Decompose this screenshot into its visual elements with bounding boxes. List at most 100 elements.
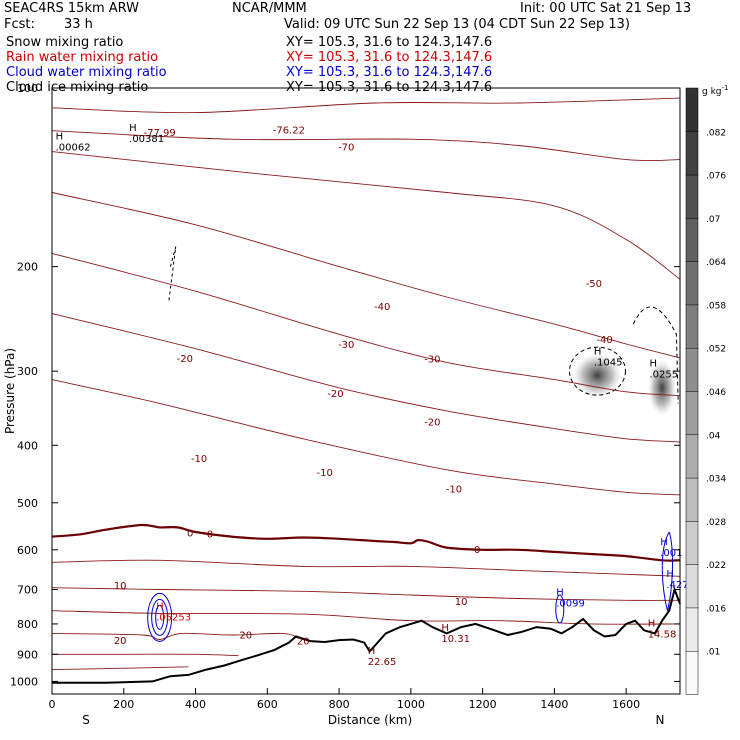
isotherm-line [51,666,189,671]
colorbar-tick-label: .04 [706,431,721,441]
contour-label: 20 [297,636,310,647]
x-tick-label: 400 [185,698,206,711]
isotherm-line [51,192,681,359]
colorbar-segment [685,390,699,436]
colorbar-tick-label: .01 [706,648,720,658]
cloud-water-contour [661,531,673,611]
isotherm-line [51,130,681,162]
contour-label: 20 [114,636,127,647]
contour-label: 10 [114,581,127,592]
isotherm-line [51,610,681,625]
maximum-value: .05253 [156,613,191,624]
colorbar-segment [685,304,699,349]
colorbar-tick-label: .07 [706,215,720,225]
isotherm-line [51,313,681,443]
x-tick-label: 1400 [540,698,568,711]
plot-frame [51,87,681,695]
contour-label: 0 [474,545,480,556]
organization-label: NCAR/MMM [232,1,307,16]
contour-label: -20 [424,417,440,428]
colorbar-segment [685,87,699,133]
y-tick-label: 800 [17,618,38,631]
colorbar-tick-label: .082 [706,128,726,138]
north-end-label: N [656,713,665,727]
isotherm-line [52,653,239,657]
legend-cloud-water-xy: XY= 105.3, 31.6 to 124.3,147.6 [286,65,493,80]
ice-contour-dashed-1 [568,346,626,396]
x-tick-label: 1200 [469,698,497,711]
x-tick-label: 200 [113,698,134,711]
contour-label: -10 [446,485,462,496]
colorbar-segment [685,650,699,695]
isotherm-line [51,97,681,114]
contour-label: -50 [586,279,602,290]
y-tick-label: 700 [17,584,38,597]
y-tick-label: 1000 [10,675,38,688]
init-time: Init: 00 UTC Sat 21 Sep 13 [520,1,692,16]
contour-label: -20 [177,354,193,365]
forecast-hour: 33 h [64,17,93,32]
contour-label: -77.99 [144,128,176,139]
cloud-water-contour [155,604,165,630]
y-tick-label: 400 [17,439,38,452]
colorbar-segment [685,347,699,392]
terrain-surface-line [52,586,681,684]
y-tick-label: 500 [17,497,38,510]
maximum-value: .00381 [129,134,164,145]
colorbar-tick-label: .076 [706,172,726,182]
freezing-level-isotherm [51,523,681,562]
cloud-water-contour [147,592,173,642]
maximum-marker: H [129,123,137,134]
y-tick-label: 200 [17,261,38,274]
ice-contour-dashed-2 [632,306,679,404]
isotherm-line [51,632,297,640]
contour-label: -30 [338,340,354,351]
x-tick-label: 800 [329,698,350,711]
colorbar-segment [685,607,699,652]
legend-rain-xy: XY= 105.3, 31.6 to 124.3,147.6 [286,50,493,65]
colorbar-segment [685,174,699,219]
maximum-value: .00062 [56,143,91,154]
maximum-value: .4274 [666,580,695,591]
maximum-marker: H [56,132,64,143]
colorbar-tick-label: .064 [706,258,726,268]
contour-label: -20 [327,389,343,400]
maximum-marker: H [368,646,376,657]
ice-shading-maximum-2 [648,359,677,416]
maximum-value: .0099 [556,598,585,609]
colorbar-segment [685,131,699,176]
contour-label: 0 [187,528,193,539]
maximum-marker: H [441,623,449,634]
x-tick-label: 1000 [397,698,425,711]
colorbar-tick-label: .016 [706,604,726,614]
maximum-marker: H [648,619,656,630]
contour-label: -76.22 [273,126,305,137]
contour-label: -10 [191,454,207,465]
colorbar-unit-exponent: -1 [722,84,729,92]
y-tick-label: 100 [17,82,38,95]
y-tick-label: 900 [17,648,38,661]
y-tick-label: 300 [17,365,38,378]
legend-cloud-water-name: Cloud water mixing ratio [6,65,167,80]
y-axis-label: Pressure (hPa) [3,348,17,434]
colorbar-tick-label: .034 [706,475,726,485]
isotherm-line [51,587,681,601]
maximum-marker: H [556,587,564,598]
contour-label: 20 [239,630,252,641]
legend-snow-xy: XY= 105.3, 31.6 to 124.3,147.6 [286,35,493,50]
x-tick-label: 0 [49,698,56,711]
colorbar-tick-label: .046 [706,388,726,398]
x-tick-label: 600 [257,698,278,711]
isotherm-line [51,151,681,280]
isotherm-line [51,559,681,577]
colorbar-tick-label: .028 [706,518,726,528]
maximum-marker: H [594,346,602,357]
cloud-water-contour [151,598,169,636]
colorbar-segment [685,520,699,565]
contour-label: 10 [455,597,468,608]
legend-snow-name: Snow mixing ratio [6,35,124,50]
colorbar-segment [685,260,699,306]
maximum-value: .0255 [649,370,678,381]
